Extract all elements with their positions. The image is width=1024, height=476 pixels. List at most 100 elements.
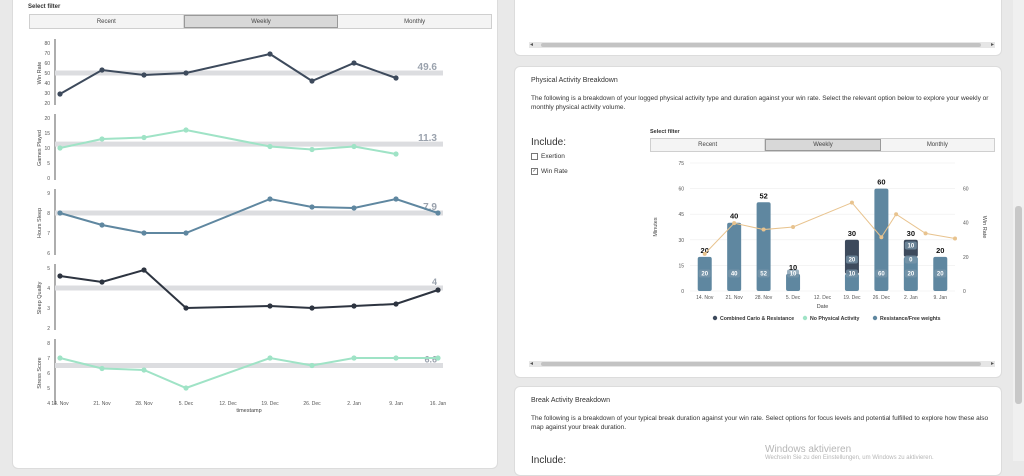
x-tick-label: 28. Nov xyxy=(755,295,773,301)
y-tick-label: 5 xyxy=(47,161,50,167)
data-point xyxy=(141,230,147,236)
x-tick-label: 5. Dec xyxy=(786,295,801,301)
y-tick-label: 10 xyxy=(44,146,50,152)
win-rate-point xyxy=(894,212,899,217)
win-rate-point xyxy=(761,227,766,232)
activity-bar-chart: 0 15 30 45 60 75 0 20 40 60 Minutes Win Rate 20 20 14.… xyxy=(653,161,987,322)
checkbox-win-rate[interactable]: ✓ xyxy=(531,168,538,175)
data-point xyxy=(393,75,399,81)
data-point xyxy=(309,204,315,210)
total-label: 30 xyxy=(848,229,856,238)
page-scrollbar[interactable] xyxy=(1013,0,1024,461)
data-point xyxy=(57,210,63,216)
win-rate-point xyxy=(791,225,796,229)
data-point xyxy=(351,205,357,211)
data-point xyxy=(141,267,147,273)
physical-tab-weekly[interactable]: Weekly xyxy=(765,139,881,151)
tab-recent[interactable]: Recent xyxy=(30,15,184,28)
physical-scroll-thumb[interactable] xyxy=(541,362,981,366)
physical-horizontal-scrollbar[interactable]: ◂ ▸ xyxy=(529,361,995,367)
data-point xyxy=(435,287,441,293)
data-point xyxy=(393,301,399,307)
y-tick-label: 7 xyxy=(47,231,50,237)
metrics-charts: 20 30 40 50 60 70 80 Win Rate 49.6 0 5 10 15 20 Games … xyxy=(37,39,446,414)
y-tick-label: 6 xyxy=(47,251,50,257)
data-point xyxy=(99,365,105,372)
y-tick-label: 70 xyxy=(44,51,50,57)
series-line xyxy=(59,197,439,234)
data-point xyxy=(141,72,147,78)
segment-label-box xyxy=(757,269,770,278)
top-horizontal-scrollbar[interactable]: ◂ ▸ xyxy=(529,42,995,48)
legend-label: Combined Cario & Resistance xyxy=(720,316,794,322)
win-rate-point xyxy=(732,221,737,226)
segment-label-box xyxy=(875,269,888,278)
tab-monthly[interactable]: Monthly xyxy=(404,18,426,25)
data-point xyxy=(183,70,189,76)
average-band xyxy=(55,141,443,147)
y-tick-label: 4 xyxy=(47,286,50,292)
legend-label: No Physical Activity xyxy=(810,316,860,322)
win-rate-point xyxy=(702,251,707,256)
segment-label-box xyxy=(698,269,711,278)
segment-label-box xyxy=(904,241,917,250)
data-point xyxy=(267,196,273,202)
data-point xyxy=(183,127,189,133)
y2-tick-label: 20 xyxy=(963,255,969,261)
option-exertion[interactable]: Exertion xyxy=(531,153,565,160)
y-tick-label: 15 xyxy=(44,131,50,137)
segment-label-box xyxy=(728,269,741,278)
segment-label: 60 xyxy=(878,272,885,278)
segment-label-box xyxy=(934,269,947,278)
data-point xyxy=(309,78,315,84)
y-tick-label: 4 xyxy=(47,401,50,407)
series-line xyxy=(59,356,438,390)
data-point xyxy=(99,67,105,73)
bar-segment xyxy=(874,188,889,291)
segment-label: 20 xyxy=(701,272,708,278)
x-tick-label: 9. Jan xyxy=(933,295,947,301)
data-point xyxy=(309,146,315,153)
series-line xyxy=(59,128,397,155)
segment-label-box xyxy=(904,255,917,264)
data-point xyxy=(435,210,441,216)
option-win-rate[interactable]: ✓ Win Rate xyxy=(531,168,568,175)
data-point xyxy=(351,303,357,309)
y-tick-label: 75 xyxy=(678,161,684,167)
left-panel: Select filter Recent Weekly Monthly 20 30… xyxy=(12,0,498,469)
physical-description: The following is a breakdown of your log… xyxy=(531,95,989,111)
segment-label: 10 xyxy=(907,244,914,250)
top-panel: ◂ ▸ xyxy=(514,0,1002,56)
scroll-left-icon[interactable]: ◂ xyxy=(530,42,534,48)
watermark-title: Windows aktivieren xyxy=(765,444,852,455)
x-tick-label: 14. Nov xyxy=(696,295,714,301)
option-exertion-label: Exertion xyxy=(541,153,565,160)
checkbox-exertion[interactable] xyxy=(531,153,538,160)
data-point xyxy=(267,143,273,150)
y-tick-label: 6 xyxy=(47,371,50,377)
data-point xyxy=(351,60,357,66)
watermark-subtitle: Wechseln Sie zu den Einstellungen, um Wi… xyxy=(765,455,934,461)
scroll-right-icon[interactable]: ▸ xyxy=(990,42,994,48)
x-axis-label: timestamp xyxy=(236,408,261,414)
physical-activity-panel: Physical Activity Breakdown The followin… xyxy=(514,66,1002,378)
y-tick-label: 8 xyxy=(47,211,50,217)
average-band xyxy=(55,70,443,76)
data-point xyxy=(183,305,189,311)
y2-tick-label: 0 xyxy=(963,289,966,295)
segment-label: 20 xyxy=(937,272,944,278)
y-tick-label: 20 xyxy=(44,101,50,107)
total-label: 20 xyxy=(701,246,709,255)
data-point xyxy=(393,196,399,202)
page-scroll-thumb[interactable] xyxy=(1015,206,1022,404)
data-point xyxy=(351,143,357,150)
physical-scroll-right-icon[interactable]: ▸ xyxy=(990,361,994,367)
physical-tab-recent[interactable]: Recent xyxy=(651,139,766,151)
physical-tab-monthly[interactable]: Monthly xyxy=(926,142,948,148)
tab-weekly[interactable]: Weekly xyxy=(183,15,339,28)
option-win-rate-label: Win Rate xyxy=(541,168,568,175)
y-axis-label: Minutes xyxy=(653,217,659,237)
physical-scroll-left-icon[interactable]: ◂ xyxy=(530,361,534,367)
bar-segment xyxy=(786,273,801,291)
scroll-thumb[interactable] xyxy=(541,43,981,47)
